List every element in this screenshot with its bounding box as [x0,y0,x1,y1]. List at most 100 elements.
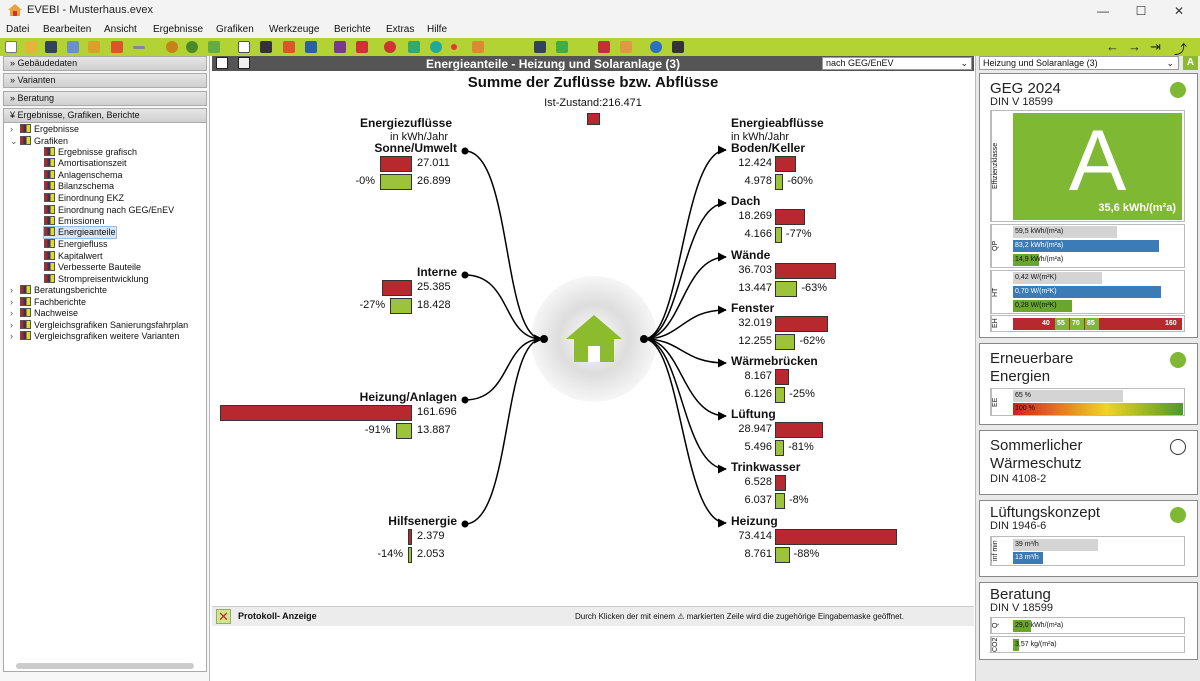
menu-grafiken[interactable]: Grafiken [216,24,254,35]
shoe-icon[interactable] [384,41,396,53]
lueftung-card: Lüftungskonzept DIN 1946-6 inf min 39 m³… [979,500,1198,577]
geg-card: GEG 2024 DIN V 18599 Effizienzklasse A 3… [979,73,1198,338]
open-folder-icon[interactable] [25,41,37,53]
tree-item-grafiken[interactable]: ⌄ Grafiken [10,136,69,146]
menu-werkzeuge[interactable]: Werkzeuge [269,24,320,35]
tree-item-verbesserte-bauteile[interactable]: Verbesserte Bauteile [44,262,141,273]
tree-item-anlagenschema[interactable]: Anlagenschema [44,170,123,181]
calc-icon[interactable] [260,41,272,53]
inflow-neu-value: 13.887 [417,424,451,436]
import-icon[interactable] [111,41,123,53]
menu-bearbeiten[interactable]: Bearbeiten [43,24,92,35]
tree-item-einordnung-geg[interactable]: Einordnung nach GEG/EnEV [44,205,174,216]
inflow-neu-bar [380,174,412,190]
home-icon[interactable] [556,41,568,53]
flame-icon[interactable] [472,41,484,53]
copy-icon[interactable] [67,41,79,53]
tree-label: Anlagenschema [58,170,123,180]
calculator-icon[interactable] [672,41,684,53]
chart-icon [44,158,55,167]
tree-item-bilanzschema[interactable]: Bilanzschema [44,181,114,192]
tree-item-energieanteile[interactable]: Energieanteile [43,226,117,239]
menu-extras[interactable]: Extras [386,24,415,35]
section-beratung[interactable]: » Beratung [3,91,207,106]
report-icon [20,297,31,306]
menu-berichte[interactable]: Berichte [334,24,371,35]
close-icon[interactable]: ✕ [1173,4,1185,18]
save-icon[interactable] [45,41,57,53]
ee-label: EE [991,389,1004,415]
tree-item-energiefluss[interactable]: Energiefluss [44,239,108,250]
trend-chart-icon[interactable]: ⤴ [1174,42,1188,57]
menu-ergebnisse[interactable]: Ergebnisse [153,24,204,35]
inflow-ist-bar [381,280,412,296]
tree-item-ergebnisse-grafisch[interactable]: Ergebnisse grafisch [44,147,137,158]
minimize-icon[interactable]: — [1097,4,1109,18]
sw-title-2: Wärmeschutz [990,455,1082,472]
menu-ansicht[interactable]: Ansicht [104,24,137,35]
chart-icon[interactable] [334,41,346,53]
tree-item-vergleich-varianten[interactable]: › Vergleichsgrafiken weitere Varianten [10,331,180,341]
tree-item-ergebnisse[interactable]: › Ergebnisse [10,124,80,134]
lk-title: Lüftungskonzept [990,504,1101,521]
outflow-label: Trinkwasser [731,460,801,474]
building-icon[interactable] [88,41,100,53]
maximize-icon[interactable]: ☐ [1135,4,1147,18]
report-icon[interactable] [356,41,368,53]
wrench-icon[interactable] [620,41,632,53]
tree-item-nachweise[interactable]: › Nachweise [10,308,79,318]
tree-item-strompreisentwicklung[interactable]: Strompreisentwicklung [44,274,149,285]
table-icon[interactable] [534,41,546,53]
outflow-neu-value: 8.761 [744,548,772,560]
page-icon[interactable] [238,41,250,53]
print-chart-icon[interactable] [238,57,250,69]
chart-icon [44,227,55,236]
norm-select[interactable]: nach GEG/EnEV ⌄ [822,57,972,70]
sum-icon[interactable] [283,41,295,53]
inflow-neu-value: 26.899 [417,175,451,187]
eye-icon[interactable] [408,41,420,53]
ber-co2-box: CO2 3,57 kg/(m²a) [990,636,1185,653]
red-dot-icon[interactable] [451,44,457,50]
eh-70: 70 [1070,318,1084,330]
menu-datei[interactable]: Datei [6,24,30,35]
tree-item-amortisationszeit[interactable]: Amortisationszeit [44,158,127,169]
save-chart-icon[interactable] [216,57,228,69]
ber-q-label: Q [991,618,1004,633]
protocol-close-icon[interactable]: ✕ [216,609,231,624]
horizontal-scrollbar[interactable] [16,663,194,669]
new-file-icon[interactable] [5,41,17,53]
sommer-card: Sommerlicher Wärmeschutz DIN 4108-2 [979,430,1198,495]
section-varianten[interactable]: » Varianten [3,73,207,88]
tree-label: Energiefluss [58,239,108,249]
tree-item-beratungsberichte[interactable]: › Beratungsberichte [10,285,108,295]
forward-arrow-icon[interactable]: → [1128,39,1141,54]
tree-item-vergleich-sanierungsfahrplan[interactable]: › Vergleichsgrafiken Sanierungsfahrplan [10,320,189,330]
tree-item-fachberichte[interactable]: › Fachberichte [10,297,87,307]
undo-icon[interactable] [166,41,178,53]
inflow-curve [464,334,543,525]
chart-folder-icon [20,136,31,145]
tree-item-einordnung-ekz[interactable]: Einordnung EKZ [44,193,124,204]
back-arrow-icon[interactable]: ← [1106,39,1119,54]
goto-end-icon[interactable]: ⇥ [1150,39,1161,54]
class-a-badge-icon[interactable]: A [1183,56,1198,70]
outflow-change: -63% [801,282,828,294]
outflow-neu-bar [775,334,796,350]
tree-item-kapitalwert[interactable]: Kapitalwert [44,251,103,262]
redo-icon[interactable] [186,41,198,53]
section-ergebnisse-grafiken-berichte[interactable]: ¥ Ergebnisse, Grafiken, Berichte [3,108,207,123]
sigma-icon[interactable] [305,41,317,53]
section-label: Varianten [17,75,56,85]
eh-160: 160 [1163,318,1181,330]
globe-icon[interactable] [430,41,442,53]
geg-title: GEG 2024 [990,80,1061,97]
section-gebaeudedaten[interactable]: » Gebäudedaten [3,56,207,71]
menu-hilfe[interactable]: Hilfe [427,24,448,35]
inflow-ist-bar [220,405,412,421]
variant-select[interactable]: Heizung und Solaranlage (3) ⌄ [979,56,1179,70]
wand-icon[interactable] [208,41,220,53]
tree-item-emissionen[interactable]: Emissionen [44,216,105,227]
pdf-icon[interactable] [598,41,610,53]
help-icon[interactable] [650,41,662,53]
